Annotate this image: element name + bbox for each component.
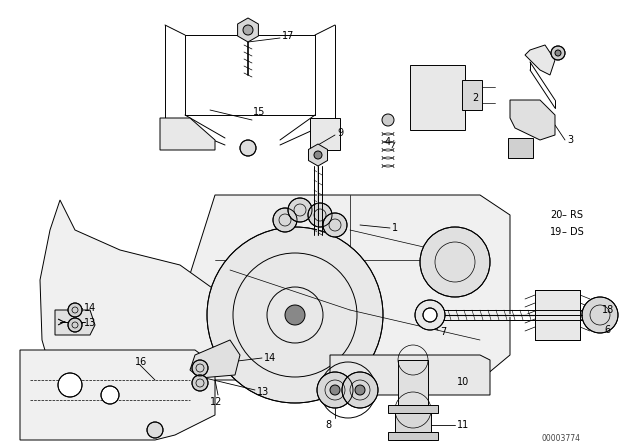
Circle shape xyxy=(273,208,297,232)
Circle shape xyxy=(382,114,394,126)
Circle shape xyxy=(68,318,82,332)
Text: 8: 8 xyxy=(325,420,331,430)
Bar xyxy=(462,80,482,110)
Circle shape xyxy=(323,213,347,237)
Circle shape xyxy=(288,198,312,222)
Text: 10: 10 xyxy=(457,377,469,387)
Text: 19: 19 xyxy=(550,227,563,237)
Text: 7: 7 xyxy=(440,327,446,337)
Text: 4: 4 xyxy=(385,137,391,147)
Circle shape xyxy=(342,372,378,408)
Circle shape xyxy=(101,386,119,404)
Circle shape xyxy=(192,360,208,376)
Polygon shape xyxy=(237,18,259,42)
Bar xyxy=(410,65,465,130)
Text: 13: 13 xyxy=(257,387,269,397)
Circle shape xyxy=(330,385,340,395)
Circle shape xyxy=(355,385,365,395)
Polygon shape xyxy=(510,100,555,140)
Text: 11: 11 xyxy=(457,420,469,430)
Text: 1: 1 xyxy=(392,223,398,233)
Circle shape xyxy=(308,203,332,227)
Polygon shape xyxy=(525,45,555,75)
Text: – RS: – RS xyxy=(562,210,583,220)
Circle shape xyxy=(243,25,253,35)
Circle shape xyxy=(415,300,445,330)
Text: 13: 13 xyxy=(84,318,96,328)
Text: 12: 12 xyxy=(210,397,222,407)
Circle shape xyxy=(192,375,208,391)
Polygon shape xyxy=(55,310,95,335)
Text: 14: 14 xyxy=(84,303,96,313)
Circle shape xyxy=(423,308,437,322)
Bar xyxy=(395,410,431,440)
Polygon shape xyxy=(20,350,215,440)
Bar xyxy=(508,138,533,158)
Circle shape xyxy=(582,297,618,333)
Bar xyxy=(388,432,438,440)
Polygon shape xyxy=(190,340,240,378)
Circle shape xyxy=(58,373,82,397)
Circle shape xyxy=(314,151,322,159)
Polygon shape xyxy=(40,200,215,400)
Polygon shape xyxy=(160,118,215,150)
Text: 6: 6 xyxy=(604,325,610,335)
Circle shape xyxy=(555,50,561,56)
Text: 20: 20 xyxy=(550,210,563,220)
Polygon shape xyxy=(310,118,340,150)
Text: 9: 9 xyxy=(337,128,343,138)
Polygon shape xyxy=(308,144,328,166)
Bar xyxy=(398,360,428,405)
Circle shape xyxy=(285,305,305,325)
Text: 15: 15 xyxy=(253,107,266,117)
Text: – DS: – DS xyxy=(562,227,584,237)
Text: 18: 18 xyxy=(602,305,614,315)
Polygon shape xyxy=(185,195,510,380)
Text: 00003774: 00003774 xyxy=(541,434,580,443)
Bar xyxy=(535,290,580,340)
Text: 17: 17 xyxy=(282,31,294,41)
Text: 3: 3 xyxy=(567,135,573,145)
Polygon shape xyxy=(330,355,490,395)
Circle shape xyxy=(551,46,565,60)
Circle shape xyxy=(420,227,490,297)
Circle shape xyxy=(317,372,353,408)
Bar xyxy=(388,405,438,413)
Text: 2: 2 xyxy=(472,93,478,103)
Circle shape xyxy=(68,303,82,317)
Circle shape xyxy=(240,140,256,156)
Text: 16: 16 xyxy=(135,357,147,367)
Circle shape xyxy=(147,422,163,438)
Circle shape xyxy=(207,227,383,403)
Text: 14: 14 xyxy=(264,353,276,363)
